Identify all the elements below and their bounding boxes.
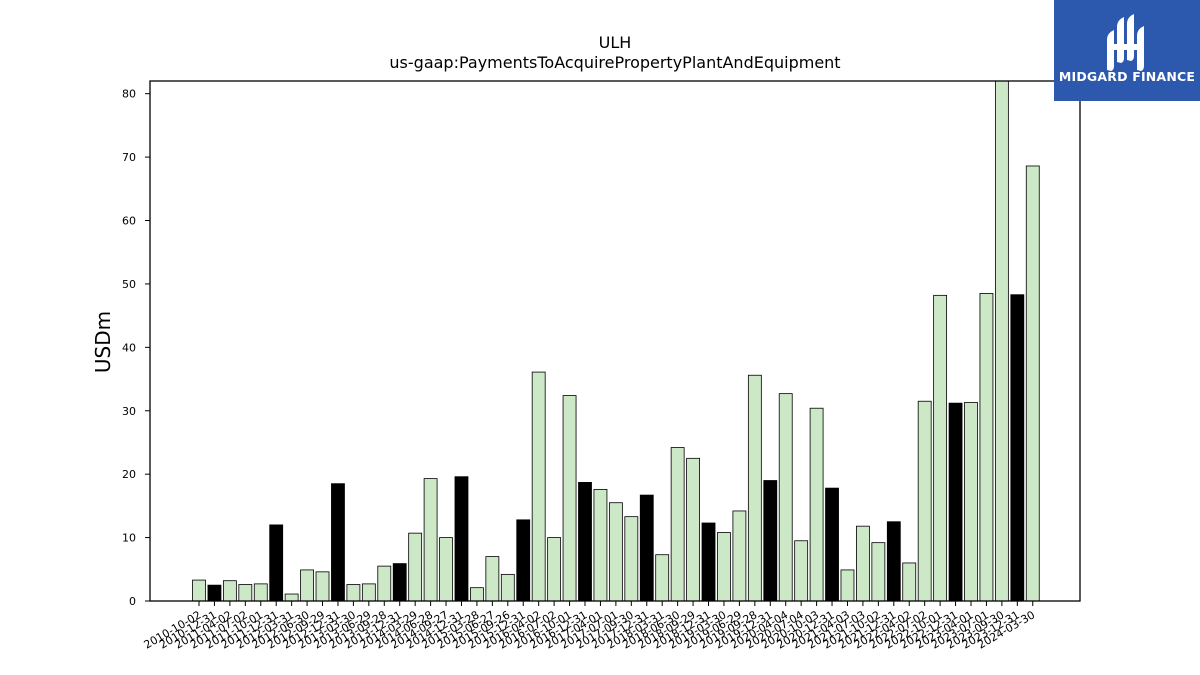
bar-2016-12-31 (578, 482, 592, 602)
bar-2015-09-26 (500, 573, 515, 602)
bar-2019-09-28 (747, 374, 762, 602)
bar-2018-06-30 (670, 447, 685, 602)
bar-2016-04-02 (531, 371, 546, 602)
bar-2014-03-29 (408, 532, 423, 602)
y-axis-ticks: 0 10 20 30 40 50 60 70 80 (122, 88, 150, 608)
bar-2021-12-31 (886, 521, 901, 602)
bar-2017-09-30 (624, 516, 639, 602)
bar-2014-09-27 (439, 537, 453, 602)
bar-2013-09-28 (377, 565, 392, 602)
bar-2022-12-31 (948, 402, 963, 602)
bar-2020-04-04 (778, 393, 793, 602)
bar-2020-10-03 (809, 407, 824, 602)
bar-2011-07-02 (238, 584, 253, 602)
brand-logo: MIDGARD FINANCE (1054, 0, 1200, 101)
bar-2022-04-02 (902, 562, 917, 602)
bar-2019-12-31 (763, 480, 778, 602)
bar-2020-07-04 (794, 540, 809, 602)
bar-2024-03-30 (1025, 165, 1040, 602)
bar-2014-12-31 (454, 476, 469, 602)
bar-2022-10-01 (933, 294, 948, 602)
bar-2015-12-31 (516, 519, 531, 602)
bar-2023-09-30 (994, 80, 1009, 602)
plot-frame (149, 80, 1081, 602)
y-tick-label: 20 (122, 468, 136, 481)
bar-2019-03-30 (717, 532, 731, 602)
bar-2023-04-01 (964, 402, 978, 602)
bar-2012-09-29 (315, 571, 330, 602)
bar-2012-03-31 (284, 593, 299, 602)
bar-2018-03-31 (655, 554, 670, 602)
y-tick-label: 0 (129, 595, 136, 608)
bar-2017-04-01 (593, 488, 608, 602)
midgard-logo-icon (1107, 14, 1144, 71)
bar-2010-12-31 (207, 584, 222, 602)
y-tick-label: 70 (122, 151, 136, 164)
bar-2021-04-03 (840, 569, 855, 602)
bars-layer (192, 80, 1040, 602)
y-tick-label: 80 (122, 88, 136, 101)
bar-2015-03-28 (470, 587, 484, 602)
bar-2021-10-02 (871, 542, 886, 602)
bar-2023-12-31 (1010, 294, 1025, 602)
bar-2011-04-02 (222, 580, 237, 602)
y-axis-label: USDm (91, 311, 115, 373)
bar-2015-06-27 (485, 556, 500, 602)
y-tick-label: 40 (122, 341, 136, 354)
bar-2010-10-02 (192, 579, 206, 602)
bar-2012-12-31 (331, 483, 345, 602)
bar-2011-10-01 (253, 583, 268, 602)
bar-2023-07-01 (979, 293, 994, 602)
y-tick-label: 50 (122, 278, 136, 291)
bar-2018-12-31 (701, 522, 716, 602)
bar-2018-09-29 (686, 457, 700, 602)
bar-2021-07-03 (856, 525, 870, 602)
y-tick-label: 10 (122, 532, 136, 545)
bar-2014-06-28 (423, 478, 438, 602)
chart-title: ULH (599, 33, 632, 52)
y-tick-label: 60 (122, 215, 136, 228)
bar-2022-07-02 (917, 400, 932, 602)
logo-text: MIDGARD FINANCE (1058, 69, 1196, 84)
bar-2013-12-31 (392, 563, 407, 602)
bar-2013-06-29 (361, 583, 376, 602)
chart-subtitle: us-gaap:PaymentsToAcquirePropertyPlantAn… (389, 53, 840, 72)
bar-2020-12-31 (825, 487, 839, 602)
bar-2019-06-29 (732, 510, 747, 602)
y-tick-label: 30 (122, 405, 136, 418)
bar-2016-10-01 (562, 395, 577, 602)
bar-2011-12-31 (269, 524, 284, 602)
bar-2017-12-31 (639, 494, 654, 602)
x-axis-ticks: 2010-10-022010-12-312011-04-022011-07-02… (142, 601, 1037, 652)
bar-2012-06-30 (300, 569, 314, 602)
bar-2017-07-01 (608, 502, 623, 602)
bar-2013-03-30 (346, 584, 361, 602)
bar-2016-07-02 (547, 537, 562, 602)
